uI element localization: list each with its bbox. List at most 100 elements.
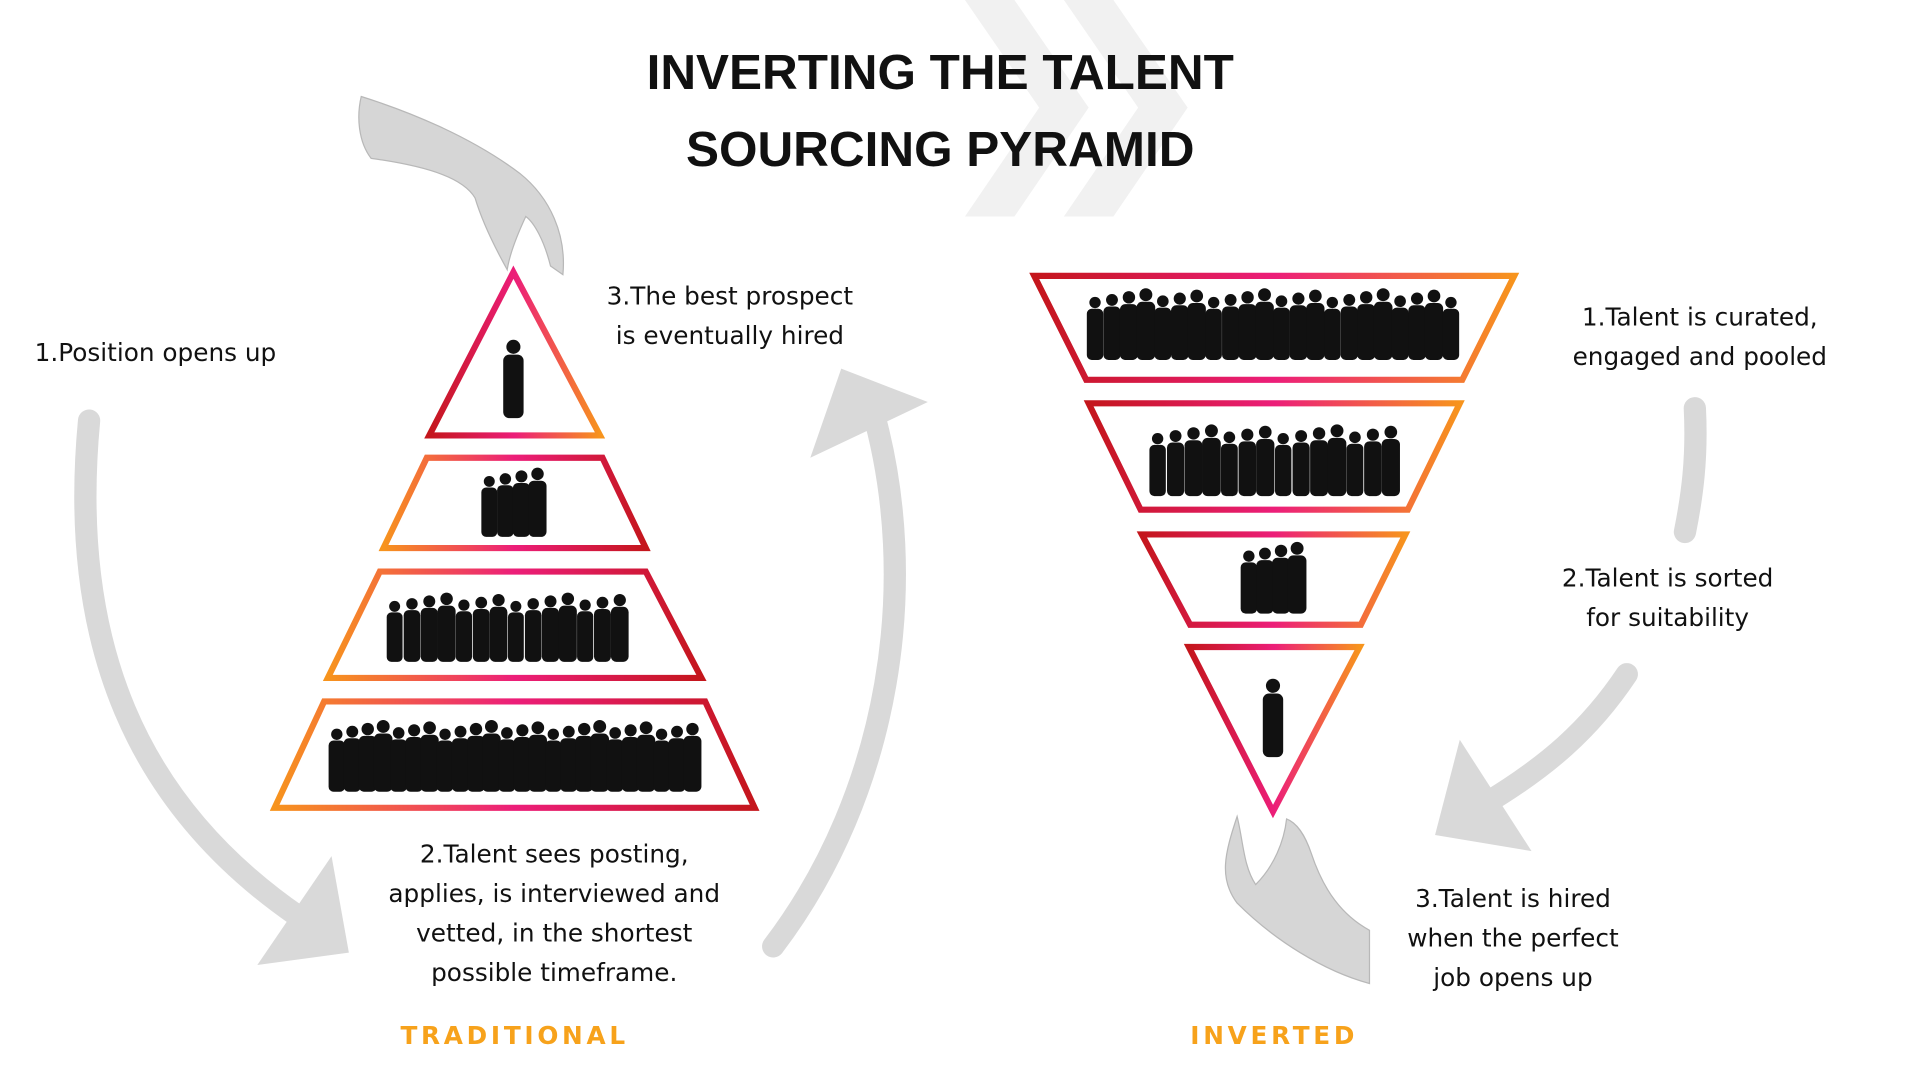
person-silhouette-icon — [590, 720, 610, 792]
person-silhouette-icon — [467, 722, 485, 792]
inverted-step-1-line: engaged and pooled — [1573, 342, 1827, 371]
person-silhouette-icon — [1222, 293, 1240, 360]
person-silhouette-icon — [1238, 428, 1257, 497]
person-silhouette-icon — [575, 722, 594, 792]
person-silhouette-icon — [405, 724, 423, 792]
inverted-tier-bottom — [1183, 643, 1365, 819]
chevron-double-right-icon — [964, 0, 1188, 217]
arrowhead-icon — [257, 368, 1532, 965]
person-silhouette-icon — [497, 473, 514, 537]
person-silhouette-icon — [1287, 541, 1307, 614]
inverted-tier-2 — [1083, 400, 1465, 513]
inverted-label: INVERTED — [1190, 1021, 1358, 1050]
person-silhouette-icon — [1166, 430, 1185, 497]
traditional-step-2-line: 2.Talent sees posting, — [420, 839, 689, 868]
person-silhouette-icon — [1220, 431, 1238, 497]
person-silhouette-icon — [420, 595, 438, 662]
person-silhouette-icon — [498, 727, 516, 792]
person-silhouette-icon — [390, 727, 408, 792]
inverted-step-1-line: 1.Talent is curated, — [1582, 302, 1818, 331]
person-silhouette-icon — [451, 725, 470, 792]
person-silhouette-icon — [1408, 292, 1426, 360]
person-silhouette-icon — [455, 599, 473, 662]
person-silhouette-icon — [1381, 425, 1400, 497]
inverted-step-3-line: when the perfect — [1407, 923, 1619, 952]
person-silhouette-icon — [482, 720, 501, 792]
person-silhouette-icon — [653, 728, 670, 792]
person-silhouette-icon — [386, 600, 403, 662]
person-silhouette-icon — [560, 725, 578, 792]
hand-picking-icon — [358, 95, 565, 276]
person-silhouette-icon — [373, 720, 393, 792]
inverted-step-2-line: for suitability — [1586, 603, 1749, 632]
person-silhouette-icon — [503, 339, 524, 419]
person-silhouette-icon — [1289, 292, 1308, 360]
traditional-people — [328, 339, 702, 792]
person-silhouette-icon — [1202, 424, 1221, 497]
person-silhouette-icon — [558, 592, 577, 662]
person-silhouette-icon — [528, 721, 547, 792]
traditional-pyramid — [269, 265, 760, 811]
person-silhouette-icon — [545, 728, 562, 792]
person-silhouette-icon — [1340, 293, 1358, 360]
person-silhouette-icon — [1327, 424, 1347, 497]
person-silhouette-icon — [1442, 296, 1460, 360]
person-silhouette-icon — [1310, 427, 1329, 497]
person-silhouette-icon — [1240, 550, 1258, 614]
person-silhouette-icon — [472, 596, 490, 662]
person-silhouette-icon — [1391, 295, 1409, 360]
person-silhouette-icon — [524, 598, 542, 662]
person-silhouette-icon — [610, 593, 629, 662]
person-silhouette-icon — [1238, 291, 1257, 360]
pyramid-tier-top — [424, 265, 606, 439]
pyramid-tier-2 — [378, 454, 651, 552]
person-silhouette-icon — [1187, 289, 1206, 360]
traditional-step-3-line: 3.The best prospect — [607, 281, 854, 310]
person-silhouette-icon — [1086, 296, 1104, 360]
person-silhouette-icon — [528, 467, 547, 537]
person-silhouette-icon — [1171, 292, 1189, 360]
title-line-1: INVERTING THE TALENT — [647, 45, 1234, 100]
person-silhouette-icon — [1255, 288, 1274, 360]
pyramid-tier-4 — [269, 698, 760, 811]
hand-receiving-icon — [1224, 814, 1371, 985]
title-line-2: SOURCING PYRAMID — [686, 122, 1194, 177]
person-silhouette-icon — [436, 728, 454, 792]
person-silhouette-icon — [512, 470, 531, 537]
pyramid-tier-3 — [322, 568, 707, 682]
traditional-step-1: 1.Position opens up — [35, 338, 277, 367]
inverted-pyramid — [1029, 272, 1520, 819]
person-silhouette-icon — [403, 598, 421, 662]
person-silhouette-icon — [1306, 289, 1325, 360]
curved-arrow-icon — [74, 397, 1707, 958]
person-silhouette-icon — [1272, 544, 1290, 614]
person-silhouette-icon — [1424, 289, 1444, 360]
person-silhouette-icon — [420, 721, 439, 792]
inverted-people — [1086, 288, 1460, 758]
person-silhouette-icon — [358, 722, 377, 792]
person-silhouette-icon — [1273, 295, 1290, 360]
person-silhouette-icon — [1274, 432, 1292, 497]
inverted-tier-3 — [1136, 531, 1411, 628]
person-silhouette-icon — [481, 475, 498, 537]
person-silhouette-icon — [1256, 425, 1275, 497]
person-silhouette-icon — [1292, 430, 1310, 497]
person-silhouette-icon — [1103, 293, 1121, 360]
person-silhouette-icon — [683, 722, 702, 792]
person-silhouette-icon — [1324, 296, 1341, 360]
inverted-step-3-line: job opens up — [1432, 963, 1592, 992]
person-silhouette-icon — [1357, 291, 1376, 360]
person-silhouette-icon — [1119, 291, 1138, 360]
person-silhouette-icon — [1346, 431, 1364, 497]
inverted-tier-1 — [1029, 272, 1520, 383]
person-silhouette-icon — [636, 721, 656, 792]
person-silhouette-icon — [1256, 547, 1274, 614]
traditional-label: TRADITIONAL — [400, 1021, 628, 1050]
person-silhouette-icon — [437, 592, 456, 662]
inverted-step-2-line: 2.Talent is sorted — [1562, 563, 1774, 592]
person-silhouette-icon — [1154, 295, 1172, 360]
traditional-step-2-line: possible timeframe. — [431, 958, 677, 987]
person-silhouette-icon — [489, 593, 508, 662]
person-silhouette-icon — [621, 724, 640, 792]
